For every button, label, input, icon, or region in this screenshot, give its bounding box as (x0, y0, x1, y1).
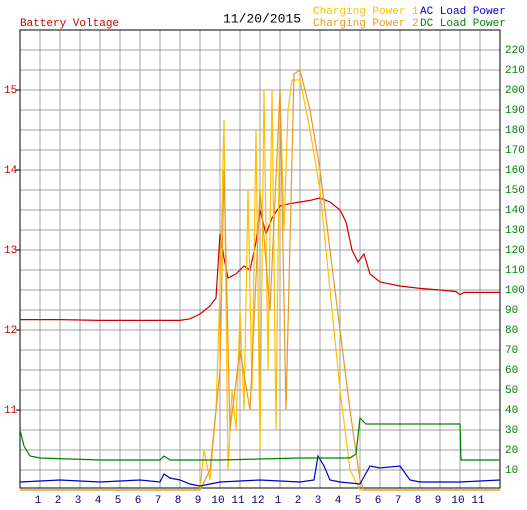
y2-tick-label: 110 (505, 265, 525, 277)
y-axis-label: Battery Voltage (20, 18, 119, 30)
plot-frame (19, 29, 501, 489)
x-tick-label: 3 (75, 495, 82, 507)
y-tick-label: 14 (4, 165, 18, 177)
y2-tick-label: 20 (505, 445, 518, 457)
y2-tick-label: 90 (505, 305, 518, 317)
x-tick-label: 6 (135, 495, 142, 507)
x-tick-label: 9 (435, 495, 442, 507)
y-tick-label: 12 (4, 325, 17, 337)
legend-label: Charging Power 2 (313, 18, 419, 30)
y2-tick-label: 180 (505, 125, 525, 137)
y2-tick-label: 140 (505, 205, 525, 217)
x-tick-label: 1 (35, 495, 42, 507)
series-line (20, 69, 500, 491)
series-line (20, 79, 500, 491)
x-tick-label: 7 (395, 495, 402, 507)
legend-label: AC Load Power (420, 6, 506, 18)
x-tick-label: 2 (55, 495, 62, 507)
y-tick-label: 13 (4, 245, 17, 257)
y2-tick-label: 10 (505, 465, 518, 477)
y2-tick-label: 50 (505, 385, 518, 397)
x-tick-label: 7 (155, 495, 162, 507)
y2-tick-label: 30 (505, 425, 518, 437)
x-tick-label: 5 (355, 495, 362, 507)
y2-tick-label: 80 (505, 325, 518, 337)
x-tick-label: 10 (211, 495, 224, 507)
x-tick-label: 9 (195, 495, 202, 507)
x-tick-label: 8 (175, 495, 182, 507)
legend-label: DC Load Power (420, 18, 506, 30)
y2-tick-label: 170 (505, 145, 525, 157)
series-line (19, 454, 501, 487)
series-line (19, 416, 500, 461)
x-tick-label: 4 (95, 495, 102, 507)
y2-tick-label: 40 (505, 405, 518, 417)
y2-tick-label: 70 (505, 345, 518, 357)
y2-tick-label: 60 (505, 365, 518, 377)
legend-label: Charging Power 1 (313, 6, 419, 18)
x-tick-label: 1 (275, 495, 282, 507)
y-tick-label: 11 (4, 405, 18, 417)
y2-tick-label: 130 (505, 225, 525, 237)
x-tick-label: 11 (231, 495, 245, 507)
x-tick-label: 5 (115, 495, 122, 507)
y2-tick-label: 160 (505, 165, 525, 177)
chart-title: 11/20/2015 (223, 11, 301, 26)
x-tick-label: 10 (451, 495, 464, 507)
x-tick-label: 8 (415, 495, 422, 507)
y2-tick-label: 210 (505, 65, 525, 77)
x-tick-label: 3 (315, 495, 322, 507)
y2-tick-label: 150 (505, 185, 525, 197)
y2-tick-label: 220 (505, 45, 525, 57)
y-tick-label: 15 (4, 85, 17, 97)
x-tick-label: 11 (471, 495, 485, 507)
y2-tick-label: 190 (505, 105, 525, 117)
y2-tick-label: 100 (505, 285, 525, 297)
x-tick-label: 4 (335, 495, 342, 507)
y2-tick-label: 200 (505, 85, 525, 97)
x-tick-label: 12 (251, 495, 264, 507)
x-tick-label: 2 (295, 495, 302, 507)
x-tick-label: 6 (375, 495, 382, 507)
y2-tick-label: 120 (505, 245, 525, 257)
